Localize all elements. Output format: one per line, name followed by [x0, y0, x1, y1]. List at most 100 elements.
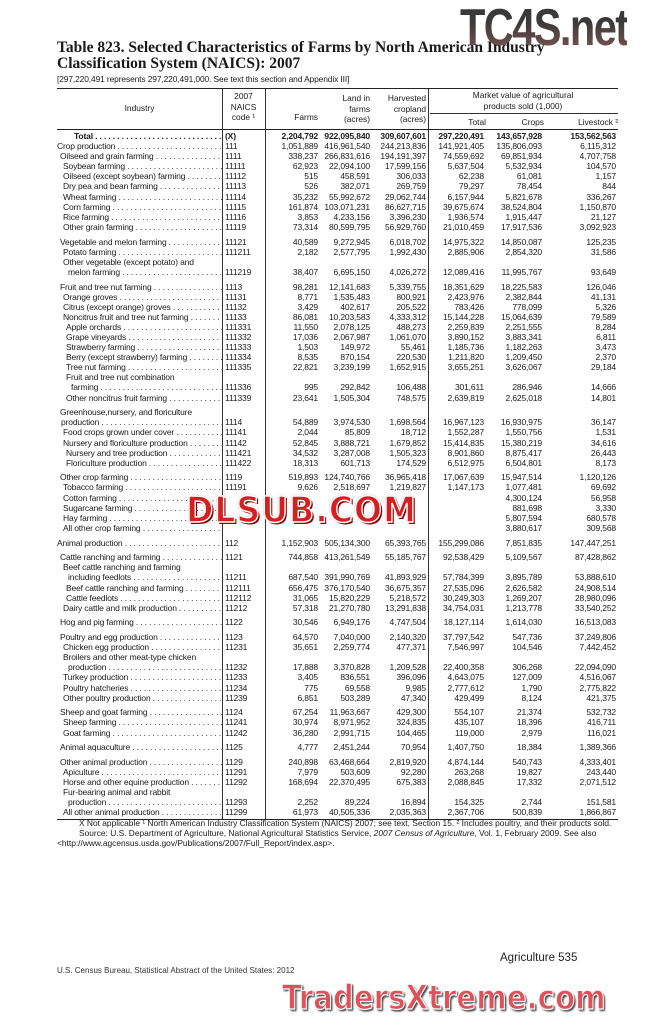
row-label: Oilseed (except soybean) farming — [57, 171, 222, 181]
market-total-value: 2,423,976 — [447, 291, 485, 302]
row-label: Animal production — [57, 538, 222, 548]
market-total-value — [426, 493, 484, 503]
land-in-farms-value: 3,974,530 — [333, 417, 371, 428]
table-row: Noncitrus fruit and tree nut farming1113… — [57, 312, 618, 322]
row-label: including feedlots — [57, 572, 222, 582]
market-total-value: 14,975,322 — [442, 236, 484, 247]
farms-value: 2,044 — [297, 427, 318, 438]
market-livestock-value: 416,711 — [586, 717, 616, 728]
land-in-farms-value: 8,971,952 — [333, 717, 371, 728]
market-livestock-value: 1,120,126 — [579, 472, 617, 483]
farms-value: 161,874 — [288, 201, 318, 212]
land-in-farms-value: 22,094,100 — [328, 161, 370, 172]
land-in-farms-value: 149,972 — [340, 342, 370, 353]
table-row: Floriculture production111422 18,313 601,7… — [57, 458, 618, 468]
harvested-cropland-value: 6,018,702 — [389, 236, 427, 247]
market-total-value: 435,107 — [454, 717, 484, 728]
land-in-farms-value: 69,558 — [344, 682, 370, 693]
farms-value: 67,254 — [292, 707, 318, 718]
naics-code: 111339 — [225, 392, 252, 403]
footer-publication: U.S. Census Bureau, Statistical Abstract… — [57, 966, 295, 975]
market-crops-value: 18,225,583 — [500, 281, 542, 292]
land-in-farms-value: 503,609 — [340, 766, 370, 777]
table-row: All other crop farming 3,880,617 309,568 — [57, 523, 618, 533]
market-livestock-value: 24,908,514 — [574, 582, 616, 593]
naics-code: 11232 — [225, 662, 248, 673]
naics-code: 11142 — [225, 437, 247, 448]
naics-code: 111211 — [225, 246, 251, 257]
table-row: farming111336 995 292,842 106,488 301,611 286… — [57, 382, 618, 392]
market-crops-value: 127,009 — [512, 672, 542, 683]
naics-code: 1111 — [225, 151, 242, 162]
land-in-farms-value: 89,224 — [344, 797, 370, 808]
table-row-label-continued: Fruit and tree nut combination — [57, 372, 618, 382]
land-in-farms-value: 7,040,000 — [333, 632, 371, 643]
row-label: All other animal production — [57, 807, 222, 817]
farms-value: 515 — [304, 171, 318, 182]
market-total-value: 2,639,819 — [447, 392, 485, 403]
table-body: Total(X)2,204,792922,095,840309,607,6012… — [57, 130, 618, 820]
watermark-logo-tc4s: TC4S.net — [460, 0, 629, 57]
land-in-farms-value: 382,071 — [340, 181, 370, 192]
market-crops-value: 15,064,639 — [500, 311, 542, 322]
table-row: Turkey production11233 3,405 836,551 396,09… — [57, 672, 618, 682]
market-total-value: 74,559,692 — [442, 151, 484, 162]
market-livestock-value: 37,249,806 — [574, 632, 616, 643]
farms-value: 2,252 — [297, 797, 318, 808]
table-row: Hay farming 5,807,594 680,578 — [57, 513, 618, 523]
header-market-line: products sold (1,000) — [483, 100, 563, 111]
market-total-value: 4,874,144 — [447, 756, 485, 767]
harvested-cropland-value: 220,530 — [396, 352, 426, 363]
harvested-cropland-value: 17,599,156 — [384, 161, 426, 172]
market-crops-value: 78,454 — [516, 181, 542, 192]
table-row: Sheep and goat farming1124 67,254 11,963,6… — [57, 707, 618, 717]
row-label: Goat farming — [57, 728, 222, 738]
market-crops-value: 881,698 — [512, 502, 542, 513]
harvested-cropland-value: 309,607,601 — [380, 131, 426, 141]
header-harvested-line: (acres) — [399, 114, 426, 124]
table-row: Food crops grown under cover11141 2,044 85… — [57, 427, 618, 437]
farms-value: 62,923 — [292, 161, 318, 172]
market-livestock-value: 532,732 — [586, 707, 616, 718]
header-industry: Industry — [124, 103, 155, 113]
farms-value: 86,081 — [292, 311, 318, 322]
table-row: Total(X) 2,204,792 922,095,840 309,607,601 2… — [57, 131, 618, 141]
market-crops-value: 2,625,018 — [505, 392, 543, 403]
market-total-value: 297,220,491 — [438, 131, 484, 141]
naics-code: 11299 — [225, 807, 248, 818]
harvested-cropland-value: 1,061,070 — [389, 331, 427, 342]
harvested-cropland-value: 70,954 — [400, 742, 426, 753]
header-land: Land in farms (acres) — [318, 93, 370, 125]
table-row: Soybean farming11111 62,923 22,094,100 17,5… — [57, 161, 618, 171]
watermark-logo-dlsub: DLSUB.COM — [185, 489, 417, 532]
naics-code: 111422 — [225, 457, 252, 468]
market-crops-value: 16,930,975 — [500, 417, 542, 428]
market-livestock-value: 34,616 — [590, 437, 616, 448]
farms-value: 34,532 — [292, 447, 318, 458]
table-row: Other poultry production11239 6,851 503,28… — [57, 693, 618, 703]
source-title: 2007 Census of Agriculture — [373, 828, 475, 839]
farms-value: 52,845 — [292, 437, 318, 448]
land-in-farms-value: 505,134,300 — [324, 537, 370, 548]
row-label: Poultry hatcheries — [57, 683, 222, 693]
market-total-value: 15,144,228 — [442, 311, 484, 322]
market-total-value: 92,538,429 — [442, 552, 484, 563]
market-crops-value: 15,380,219 — [500, 437, 542, 448]
naics-code: 11133 — [225, 311, 247, 322]
market-livestock-value: 21,127 — [590, 211, 616, 222]
market-total-value: 1,936,574 — [447, 211, 485, 222]
naics-code: 11239 — [225, 692, 248, 703]
land-in-farms-value: 1,535,483 — [333, 291, 371, 302]
farms-value: 38,407 — [292, 266, 318, 277]
naics-code: 111219 — [225, 266, 252, 277]
land-in-farms-value: 3,370,828 — [333, 662, 371, 673]
land-in-farms-value: 12,141,683 — [328, 281, 370, 292]
land-in-farms-value: 413,261,549 — [324, 552, 370, 563]
table-row: Dairy cattle and milk production11212 57,… — [57, 603, 618, 613]
market-crops-value: 15,947,514 — [500, 472, 542, 483]
naics-code: 111421 — [225, 447, 252, 458]
naics-code: 11212 — [225, 602, 248, 613]
market-crops-value: 61,081 — [516, 171, 542, 182]
market-total-value: 2,777,612 — [447, 682, 485, 693]
land-in-farms-value: 3,888,721 — [333, 437, 371, 448]
